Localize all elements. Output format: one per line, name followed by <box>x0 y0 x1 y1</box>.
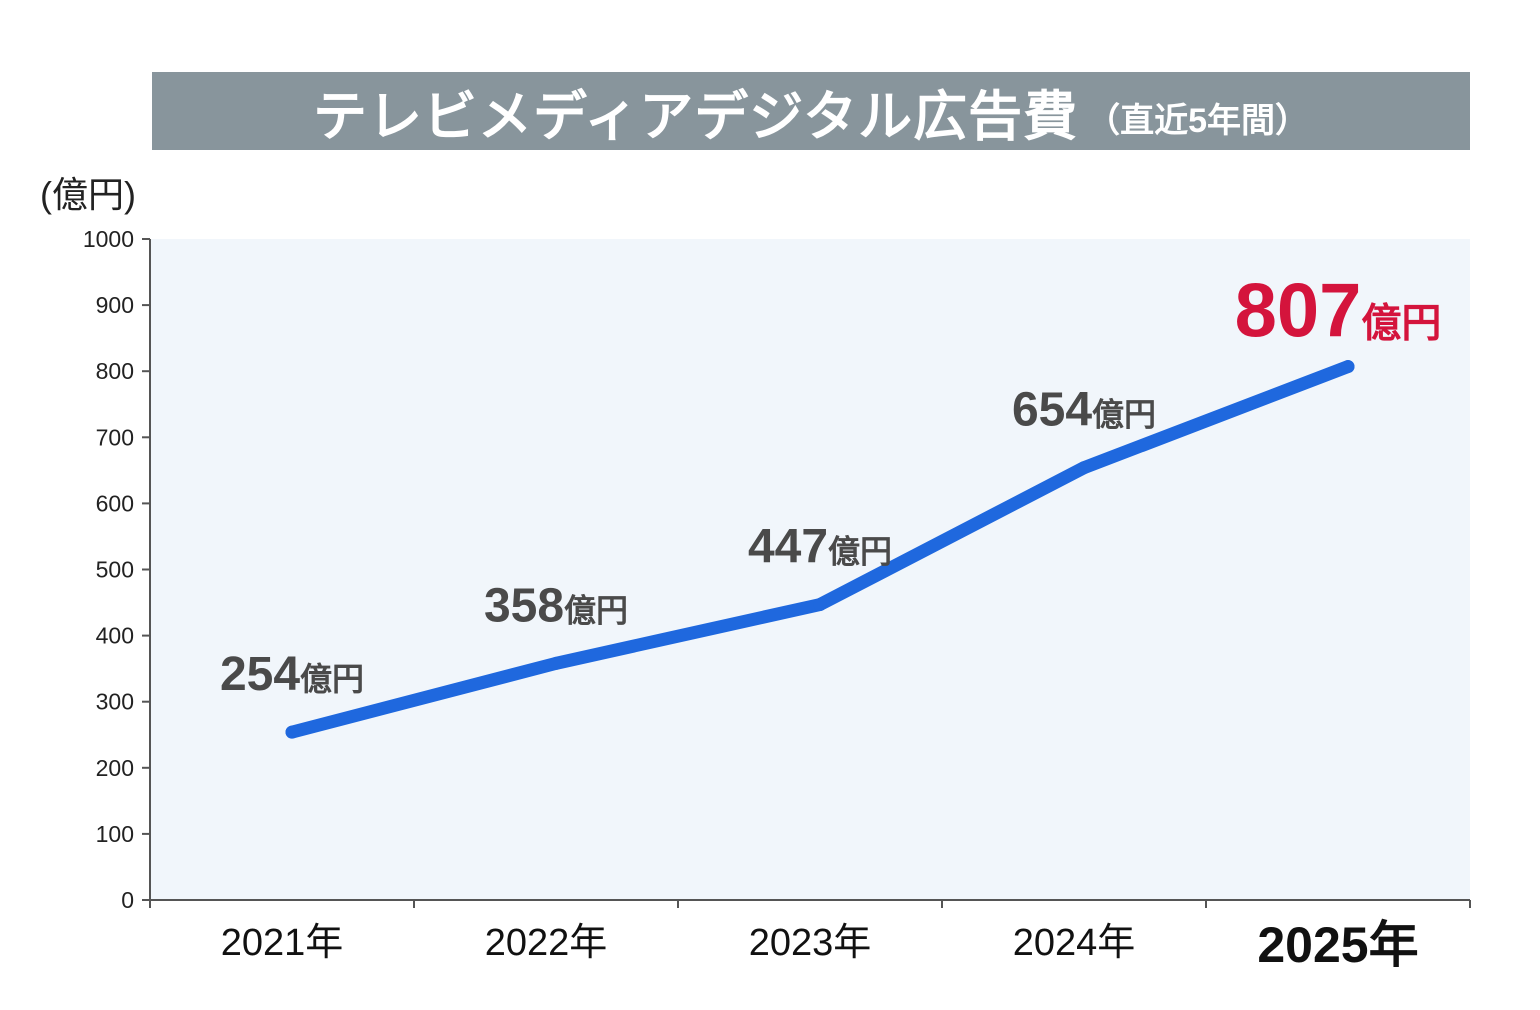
data-label-unit: 億円 <box>564 592 628 628</box>
y-tick-label: 1000 <box>83 226 134 252</box>
data-label: 358億円 <box>484 579 628 632</box>
chart-title-bar: テレビメディアデジタル広告費 （直近5年間） <box>152 72 1470 150</box>
x-category-label: 2021年 <box>221 922 344 964</box>
x-category-label: 2022年 <box>485 922 608 964</box>
data-label: 447億円 <box>748 521 892 574</box>
x-category-label: 2024年 <box>1013 922 1136 964</box>
y-tick-label: 500 <box>96 557 134 583</box>
y-tick-label: 100 <box>96 821 134 847</box>
plot-area <box>150 239 1470 900</box>
y-tick-label: 0 <box>121 887 134 913</box>
data-label-unit: 億円 <box>828 534 892 570</box>
y-tick-label: 600 <box>96 490 134 516</box>
x-category-label: 2025年 <box>1257 917 1418 973</box>
x-category-label: 2023年 <box>749 922 872 964</box>
data-label-value: 807 <box>1235 269 1362 354</box>
y-tick-label: 200 <box>96 755 134 781</box>
data-point <box>813 598 827 612</box>
y-tick-label: 900 <box>96 292 134 318</box>
data-label-value: 358 <box>484 579 564 632</box>
data-point <box>1341 360 1355 374</box>
data-label-unit: 億円 <box>1361 302 1441 346</box>
data-label-value: 254 <box>220 648 300 701</box>
data-label: 807億円 <box>1235 269 1442 354</box>
y-tick-label: 300 <box>96 689 134 715</box>
y-tick-label: 800 <box>96 358 134 384</box>
data-label-unit: 億円 <box>300 661 364 697</box>
y-tick-label: 400 <box>96 623 134 649</box>
data-point <box>549 656 563 670</box>
data-point <box>285 725 299 739</box>
data-label: 254億円 <box>220 648 364 701</box>
chart-subtitle: （直近5年間） <box>1086 101 1310 140</box>
data-label-unit: 億円 <box>1092 397 1156 433</box>
y-axis-unit-label: (億円) <box>40 174 136 215</box>
y-tick-label: 700 <box>96 424 134 450</box>
data-point <box>1077 461 1091 475</box>
chart-title: テレビメディアデジタル広告費 <box>312 86 1079 147</box>
data-label-value: 654 <box>1012 384 1092 437</box>
data-label: 654億円 <box>1012 384 1156 437</box>
data-label-value: 447 <box>748 521 828 574</box>
